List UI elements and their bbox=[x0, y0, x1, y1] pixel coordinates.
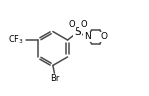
Text: CF$_3$: CF$_3$ bbox=[8, 34, 24, 46]
Text: Br: Br bbox=[50, 74, 59, 83]
Text: S: S bbox=[74, 27, 81, 37]
Text: O: O bbox=[80, 20, 87, 29]
Text: N: N bbox=[84, 32, 91, 41]
Text: O: O bbox=[100, 32, 107, 41]
Text: O: O bbox=[69, 20, 75, 29]
